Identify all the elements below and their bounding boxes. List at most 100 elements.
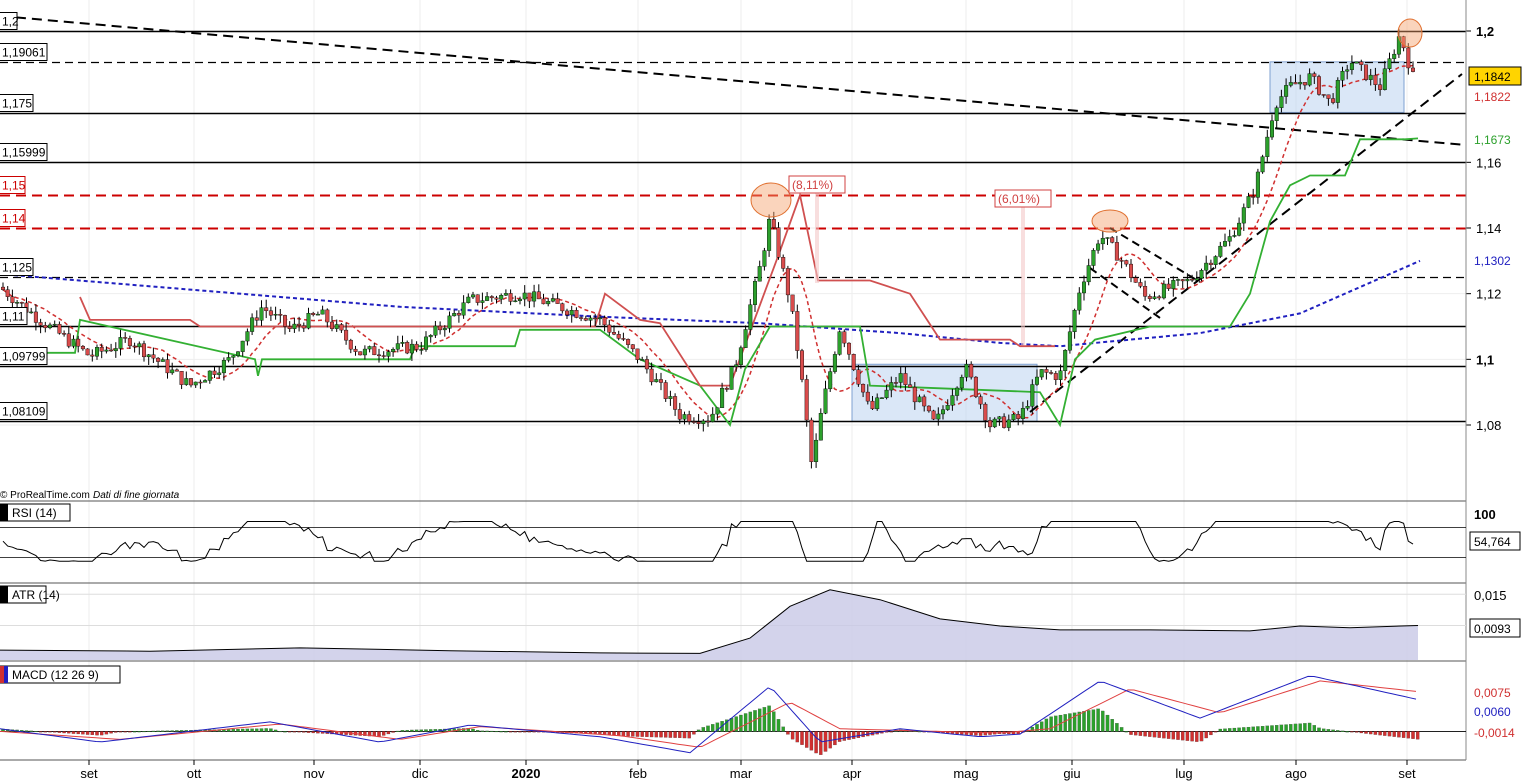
candle-body [668, 396, 673, 399]
macd-hist-bar [306, 731, 311, 733]
last-value-box [1469, 130, 1521, 148]
level-label: 1,15 [2, 179, 26, 193]
macd-hist-bar [245, 728, 250, 732]
candle-body [1265, 136, 1270, 157]
macd-hist-bar [682, 731, 687, 739]
level-label-box [0, 209, 26, 227]
candle-body [1269, 120, 1274, 138]
macd-hist-bar [1274, 725, 1279, 732]
candle-body [1396, 36, 1401, 55]
candle-body [1331, 98, 1336, 103]
candle-body [903, 373, 908, 385]
candle-body [851, 354, 856, 370]
candle-body [659, 379, 664, 383]
candle-body [19, 302, 24, 304]
candle-body [654, 379, 659, 383]
candle-body [372, 346, 377, 356]
macd-hist-bar [43, 731, 48, 733]
candle-body [273, 313, 278, 316]
rsi-last-box [1469, 531, 1521, 551]
macd-hist-bar [1401, 731, 1406, 738]
candle-body [428, 335, 433, 338]
macd-hist-bar [1185, 731, 1190, 741]
candle-body [414, 343, 419, 350]
consolidation-boxes [851, 61, 1405, 422]
candle-body [339, 324, 344, 331]
candle-body [301, 325, 306, 329]
candle-body [250, 317, 255, 332]
macd-hist-bar [67, 731, 71, 734]
macd-hist-bar [1378, 731, 1382, 736]
level-label-box [0, 258, 34, 276]
last-value-label: 1,1822 [1474, 90, 1511, 104]
macd-hist-bar [1101, 710, 1105, 732]
candle-body [767, 218, 772, 251]
candle-body [879, 397, 884, 399]
macd-hist-bar [762, 707, 767, 732]
candle-body [1410, 67, 1415, 72]
macd-hist-bar [1105, 714, 1110, 732]
macd-hist-bar [814, 731, 818, 754]
candle-body [90, 354, 95, 357]
candle-body [409, 343, 414, 354]
last-value-label: 1,1673 [1474, 133, 1511, 147]
candle-body [926, 405, 931, 412]
macd-hist-bar [377, 731, 381, 737]
candle-body [442, 328, 447, 331]
candle-body [771, 218, 776, 228]
candle-body [753, 280, 758, 305]
candle-body [1204, 262, 1209, 271]
macd-hist-bar [367, 731, 372, 737]
macd-line [0, 675, 1417, 754]
candle-body [894, 382, 899, 384]
macd-hist-bar [842, 731, 847, 741]
last-value-label: 1,1302 [1474, 254, 1511, 268]
macd-hist-bar [410, 729, 414, 732]
macd-hist-bar [800, 731, 804, 745]
candle-body [57, 323, 62, 334]
macd-title-box [0, 665, 121, 684]
atr-title: ATR (14) [12, 588, 60, 602]
x-tick-label: ago [1285, 766, 1307, 781]
macd-hist-bar [1044, 718, 1049, 732]
candle-body [748, 304, 753, 330]
candle-body [630, 344, 635, 350]
candle-body [141, 343, 146, 358]
candle-body [1143, 285, 1148, 297]
candle-body [1255, 171, 1260, 198]
candle-body [945, 405, 950, 410]
macd-hist-bar [1049, 716, 1053, 732]
candle-body [955, 387, 960, 396]
macd-title-marker-a [0, 666, 4, 683]
candle-body [325, 309, 330, 323]
candle-body [1002, 416, 1007, 428]
macd-hist-bar [1148, 731, 1152, 737]
candle-body [43, 325, 48, 329]
candle-body [673, 396, 678, 410]
macd-hist-bar [1411, 731, 1415, 739]
candle-body [1194, 278, 1199, 281]
macd-hist-bar [692, 731, 696, 735]
macd-hist-bar [974, 731, 978, 736]
macd-hist-bar [255, 728, 259, 732]
macd-hist-bar [645, 731, 649, 737]
candle-body [146, 354, 151, 358]
candle-body [720, 387, 725, 408]
atr-title-box [0, 585, 47, 604]
candle-body [109, 349, 114, 352]
candle-body [870, 400, 875, 410]
candle-body [795, 311, 800, 351]
macd-hist-bar [476, 730, 480, 732]
candle-body [1340, 70, 1345, 81]
candle-body [1119, 260, 1124, 262]
candle-body [828, 371, 833, 390]
macd-hist-bar [1364, 731, 1368, 734]
macd-hist-bar [790, 731, 795, 740]
candle-body [513, 300, 518, 303]
candle-body [804, 379, 809, 421]
macd-hist-bar [767, 705, 771, 732]
macd-hist-bar [513, 731, 518, 733]
level-label-box [0, 176, 26, 194]
y-tick-label: 1,16 [1476, 155, 1501, 170]
macd-hist-bar [170, 730, 174, 732]
